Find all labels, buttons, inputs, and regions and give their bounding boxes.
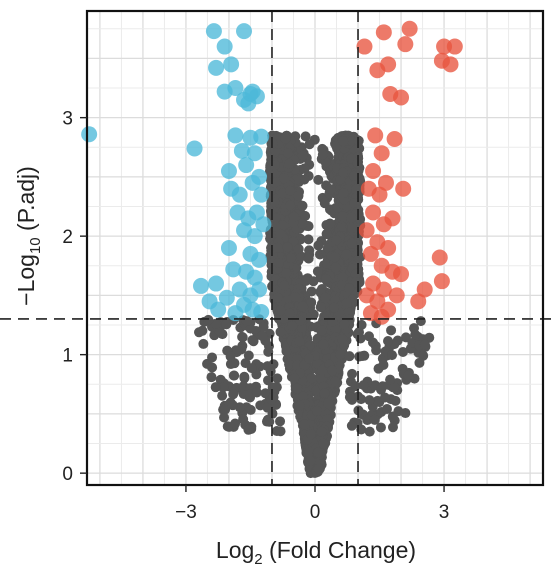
nonsignificant-point <box>322 243 333 254</box>
nonsignificant-point <box>321 228 332 239</box>
nonsignificant-point <box>317 149 328 160</box>
nonsignificant-point <box>303 234 314 245</box>
nonsignificant-point <box>324 218 335 229</box>
nonsignificant-point <box>281 346 292 357</box>
nonsignificant-point <box>286 252 297 263</box>
nonsignificant-point <box>330 324 341 335</box>
nonsignificant-point <box>300 210 311 221</box>
nonsignificant-point <box>300 131 311 142</box>
nonsignificant-point <box>318 339 329 350</box>
nonsignificant-point <box>337 272 348 283</box>
nonsignificant-point <box>297 200 308 211</box>
nonsignificant-point <box>304 139 315 150</box>
nonsignificant-point <box>320 157 331 168</box>
nonsignificant-point <box>319 198 330 209</box>
nonsignificant-point <box>308 276 319 287</box>
nonsignificant-point <box>336 221 347 232</box>
nonsignificant-point <box>304 245 315 256</box>
nonsignificant-point <box>300 276 311 287</box>
nonsignificant-point <box>320 292 331 303</box>
nonsignificant-point <box>321 273 332 284</box>
nonsignificant-point <box>299 163 310 174</box>
nonsignificant-point <box>312 266 323 277</box>
nonsignificant-point <box>306 297 317 308</box>
nonsignificant-point <box>313 174 324 185</box>
nonsignificant-point <box>298 391 309 402</box>
nonsignificant-points <box>194 130 435 479</box>
